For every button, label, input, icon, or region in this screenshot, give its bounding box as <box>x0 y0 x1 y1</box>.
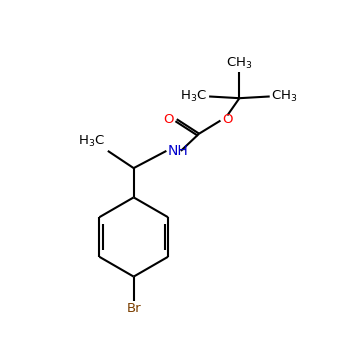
Text: O: O <box>222 113 233 126</box>
Text: CH$_3$: CH$_3$ <box>272 89 298 104</box>
Text: CH$_3$: CH$_3$ <box>226 56 253 71</box>
Text: NH: NH <box>168 144 189 158</box>
Text: H$_3$C: H$_3$C <box>78 134 105 149</box>
Text: O: O <box>163 113 174 126</box>
Text: H$_3$C: H$_3$C <box>181 89 208 104</box>
Text: Br: Br <box>126 302 141 315</box>
